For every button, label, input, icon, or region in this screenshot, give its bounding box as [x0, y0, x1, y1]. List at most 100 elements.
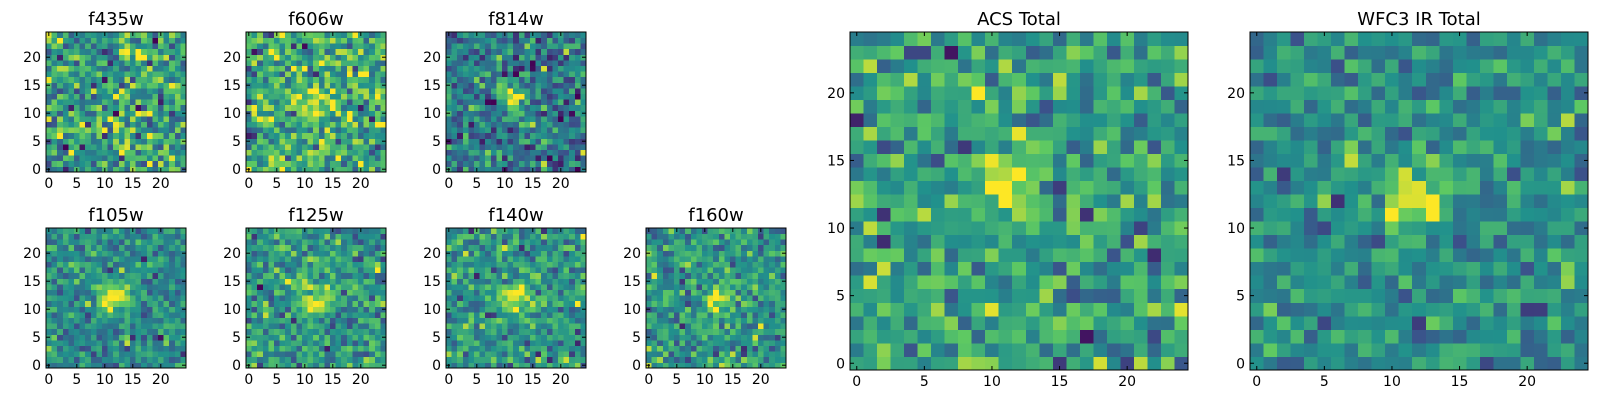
heatmap-cell	[524, 99, 531, 106]
heatmap-cell	[690, 300, 697, 307]
heatmap-cell	[96, 104, 103, 111]
heatmap-cell	[180, 233, 187, 240]
heatmap-cell	[141, 278, 148, 285]
heatmap-cell	[518, 127, 525, 134]
heatmap-cell	[985, 248, 1000, 263]
heatmap-cell	[513, 356, 520, 363]
heatmap-cell	[369, 37, 376, 44]
heatmap-cell	[169, 300, 176, 307]
heatmap-cell	[130, 351, 136, 358]
heatmap-cell	[479, 48, 486, 55]
heatmap-cell	[313, 300, 320, 307]
heatmap-cell	[251, 351, 258, 358]
heatmap-cell	[107, 256, 114, 262]
heatmap-cell	[96, 334, 103, 341]
heatmap-cell	[68, 256, 75, 262]
heatmap-cell	[507, 272, 514, 279]
heatmap-cell	[146, 267, 153, 274]
heatmap-cell	[496, 93, 503, 100]
heatmap-cell	[518, 93, 525, 100]
heatmap-cell	[971, 194, 986, 209]
heatmap-cell	[251, 228, 258, 234]
heatmap-cell	[569, 88, 576, 94]
heatmap-cell	[341, 160, 348, 167]
heatmap-cell	[90, 104, 97, 111]
heatmap-cell	[1106, 342, 1121, 357]
heatmap-cell	[490, 71, 497, 78]
heatmap-cell	[318, 93, 325, 100]
heatmap-cell	[574, 93, 581, 100]
heatmap-cell	[657, 340, 664, 346]
heatmap-cell	[324, 54, 331, 61]
heatmap-cell	[718, 233, 725, 240]
heatmap-cell	[346, 37, 353, 44]
heatmap-cell	[546, 233, 553, 240]
heatmap-cell	[57, 250, 64, 257]
heatmap-cell	[530, 37, 536, 44]
heatmap-cell	[124, 99, 131, 106]
heatmap-cell	[51, 272, 58, 279]
heatmap-cell	[457, 32, 464, 38]
heatmap-cell	[290, 54, 297, 61]
heatmap-cell	[74, 250, 80, 257]
heatmap-cell	[124, 289, 131, 296]
heatmap-cell	[668, 289, 675, 296]
heatmap-cell	[46, 351, 52, 358]
heatmap-cell	[135, 312, 142, 318]
heatmap-cell	[118, 99, 125, 106]
heatmap-cell	[146, 110, 153, 117]
heatmap-cell	[780, 317, 787, 324]
heatmap-cell	[324, 160, 331, 167]
heatmap-cell	[363, 121, 370, 128]
heatmap-cell	[690, 267, 697, 274]
heatmap-cell	[135, 284, 142, 290]
heatmap-cell	[752, 244, 759, 251]
heatmap-cell	[307, 60, 314, 66]
heatmap-cell	[335, 54, 342, 61]
heatmap-cell	[457, 300, 464, 307]
heatmap-cell	[74, 160, 80, 167]
heatmap-cell	[74, 110, 80, 117]
heatmap-cell	[474, 239, 480, 246]
heatmap-cell	[552, 144, 559, 150]
heatmap-cell	[346, 76, 353, 83]
heatmap-cell	[479, 82, 486, 89]
heatmap-cell	[662, 340, 669, 346]
heatmap-cell	[563, 289, 570, 296]
heatmap-cell	[163, 228, 170, 234]
heatmap-cell	[152, 323, 159, 330]
heatmap-cell	[180, 317, 187, 324]
heatmap-cell	[457, 306, 464, 313]
heatmap-cell	[917, 194, 932, 209]
heatmap-cell	[457, 356, 464, 363]
heatmap-cell	[507, 60, 514, 66]
heatmap-cell	[774, 267, 781, 274]
heatmap-cell	[563, 71, 570, 78]
heatmap-cell	[735, 289, 742, 296]
heatmap-cell	[485, 138, 492, 145]
heatmap-cell	[1079, 234, 1094, 249]
heatmap-cell	[180, 88, 187, 94]
heatmap-cell	[558, 300, 564, 307]
heatmap-cell	[735, 323, 742, 330]
heatmap-cell	[152, 37, 159, 44]
heatmap-cell	[290, 272, 297, 279]
heatmap-cell	[1066, 221, 1081, 236]
heatmap-cell	[146, 37, 153, 44]
heatmap-cell	[468, 121, 475, 128]
heatmap-cell	[113, 121, 120, 128]
heatmap-cell	[118, 65, 125, 72]
heatmap-cell	[279, 306, 286, 313]
heatmap-cell	[1147, 329, 1162, 344]
heatmap-cell	[302, 356, 308, 363]
heatmap-cell	[462, 110, 469, 117]
heatmap-cell	[558, 48, 564, 55]
heatmap-cell	[324, 244, 331, 251]
heatmap-cell	[85, 362, 92, 369]
heatmap-cell	[507, 323, 514, 330]
heatmap-cell	[180, 323, 187, 330]
heatmap-cell	[324, 328, 331, 335]
heatmap-cell	[330, 295, 336, 302]
heatmap-cell	[324, 289, 331, 296]
heatmap-cell	[313, 340, 320, 346]
